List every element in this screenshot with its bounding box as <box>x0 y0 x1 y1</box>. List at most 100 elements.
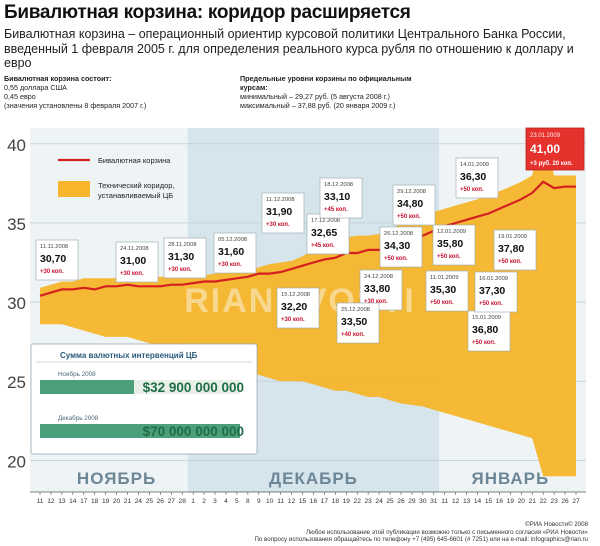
callout-change: +50 коп. <box>384 256 408 262</box>
basket-composition-heading: Бивалютная корзина состоит: <box>4 74 112 83</box>
callout-box <box>35 239 79 281</box>
x-tick-label: 30 <box>419 498 427 505</box>
footer-credits: ©РИА Новости© 2008 Любое использование э… <box>254 521 588 544</box>
x-tick-label: 19 <box>507 498 515 505</box>
x-tick-label: 13 <box>463 498 471 505</box>
x-tick-label: 21 <box>124 498 132 505</box>
callout-highlight-value: 41,00 <box>530 142 560 156</box>
x-tick-label: 10 <box>266 498 274 505</box>
x-tick-label: 26 <box>397 498 405 505</box>
callout-value: 33,50 <box>341 316 367 328</box>
x-tick-label: 15 <box>299 498 307 505</box>
callout-change: +30 коп. <box>364 299 388 305</box>
x-tick-label: 31 <box>430 498 438 505</box>
x-tick-label: 23 <box>364 498 372 505</box>
callout-change: +30 коп. <box>266 222 290 228</box>
x-tick-label: 20 <box>113 498 121 505</box>
callout-change: +30 коп. <box>218 262 242 268</box>
x-tick-label: 2 <box>202 498 206 505</box>
callout-date: 15.01.2009 <box>472 315 501 321</box>
callout-date: 05.12.2008 <box>218 237 247 243</box>
x-tick-label: 25 <box>146 498 154 505</box>
callout-highlight-change: +3 руб. 20 коп. <box>530 160 573 167</box>
callout-highlight-date: 23.01.2009 <box>530 133 561 139</box>
x-tick-label: 11 <box>277 498 284 505</box>
callout-date: 11.01.2009 <box>430 275 459 281</box>
callout-value: 35,80 <box>437 238 463 250</box>
callout-date: 29.12.2008 <box>397 189 426 195</box>
callout-highlight-box <box>525 127 585 171</box>
callout-value: 34,80 <box>397 198 423 210</box>
x-tick-label: 22 <box>540 498 548 505</box>
month-label: ЯНВАРЬ <box>471 469 549 488</box>
limit-min: минимальный – 29,27 руб. (5 августа 2008… <box>240 92 390 101</box>
callout-value: 31,90 <box>266 206 292 218</box>
basket-usd-share: 0,55 доллара США <box>4 83 67 92</box>
callout-change: +40 коп. <box>341 332 365 338</box>
x-tick-label: 16 <box>310 498 318 505</box>
legend-corridor-label-2: устанавливаемый ЦБ <box>98 191 173 200</box>
footer-usage: Любое использование этой публикации возм… <box>306 528 588 536</box>
limits-heading-1: Предельные уровни корзины по официальным <box>240 74 412 83</box>
callout-value: 31,00 <box>120 255 146 267</box>
y-tick-label: 25 <box>7 373 26 392</box>
x-tick-label: 12 <box>288 498 296 505</box>
callout-box <box>336 302 380 344</box>
callout-box <box>306 213 350 255</box>
x-tick-label: 18 <box>332 498 340 505</box>
callout-change: +50 коп. <box>437 254 461 260</box>
x-tick-label: 19 <box>343 498 351 505</box>
x-tick-label: 13 <box>58 498 66 505</box>
y-tick-label: 30 <box>7 294 26 313</box>
x-tick-label: 5 <box>235 498 239 505</box>
callout-change: +30 коп. <box>120 271 144 277</box>
callout-date: 19.01.2009 <box>498 234 527 240</box>
callout-change: +50 коп. <box>472 340 496 346</box>
legend-corridor-label-1: Технический коридор, <box>98 181 175 190</box>
legend-basket-label: Бивалютная корзина <box>98 156 171 165</box>
x-tick-label: 4 <box>224 498 228 505</box>
callout-date: 26.12.2008 <box>384 231 413 237</box>
callout-value: 32,20 <box>281 301 307 313</box>
legend-corridor-swatch <box>58 181 90 197</box>
callout-box <box>319 177 363 219</box>
callout-value: 33,80 <box>364 283 390 295</box>
x-tick-label: 14 <box>474 498 482 505</box>
callout-change: +50 коп. <box>430 300 454 306</box>
callout-box <box>213 232 257 274</box>
intervention-bar <box>40 380 134 394</box>
callout-value: 36,80 <box>472 324 498 336</box>
callout-value: 36,30 <box>460 171 486 183</box>
callout-value: 34,30 <box>384 240 410 252</box>
callout-box <box>276 287 320 329</box>
x-tick-label: 19 <box>102 498 110 505</box>
callout-change: +50 коп. <box>460 187 484 193</box>
x-tick-label: 8 <box>246 498 250 505</box>
intervention-month: Ноябрь 2008 <box>58 370 96 378</box>
callout-change: +30 коп. <box>168 267 192 273</box>
callout-date: 24.12.2008 <box>364 274 393 280</box>
callout-box <box>455 157 499 199</box>
callout-box <box>474 271 518 313</box>
intervention-month: Декабрь 2008 <box>58 414 99 422</box>
callout-date: 18.12.2008 <box>324 182 353 188</box>
x-tick-label: 24 <box>135 498 143 505</box>
callout-box <box>493 229 537 271</box>
callout-change: +45 коп. <box>311 243 335 249</box>
callout-box <box>261 192 305 234</box>
callout-date: 12.01.2009 <box>437 229 466 235</box>
x-tick-label: 22 <box>354 498 362 505</box>
x-tick-label: 1 <box>191 498 195 505</box>
x-tick-label: 24 <box>375 498 383 505</box>
x-tick-label: 9 <box>257 498 261 505</box>
callout-date: 14.01.2009 <box>460 162 489 168</box>
month-label: ДЕКАБРЬ <box>269 469 358 488</box>
callout-date: 15.12.2008 <box>281 292 310 298</box>
callout-change: +30 коп. <box>40 269 64 275</box>
callout-value: 33,10 <box>324 191 350 203</box>
callout-box <box>432 224 476 266</box>
x-tick-label: 12 <box>47 498 55 505</box>
callout-value: 31,60 <box>218 246 244 258</box>
page-subtitle: Бивалютная корзина – операционный ориент… <box>4 27 574 70</box>
